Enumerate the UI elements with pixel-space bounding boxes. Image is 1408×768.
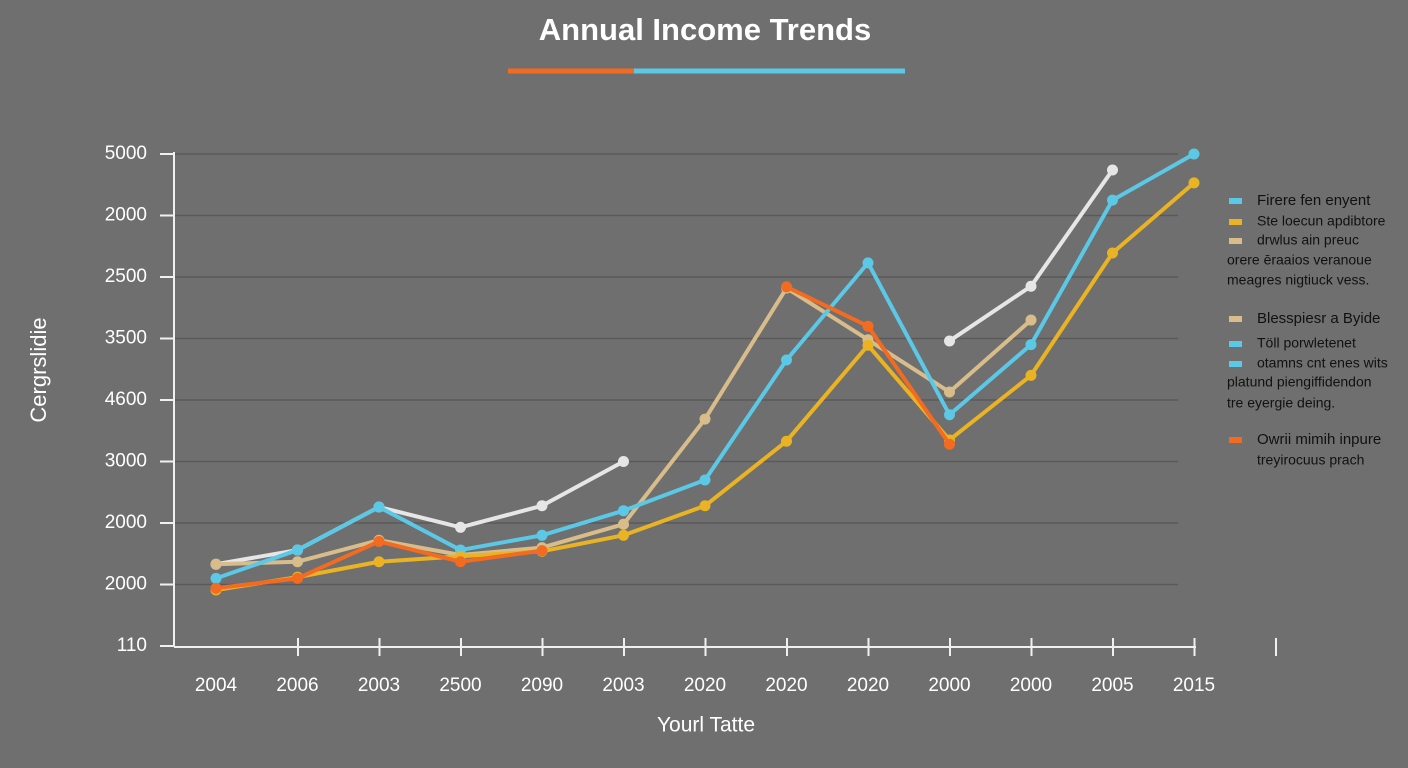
- y-tick-label: 2500: [105, 266, 147, 287]
- data-point: [944, 335, 955, 347]
- data-point: [944, 409, 955, 421]
- data-point: [1107, 247, 1118, 259]
- legend-label: otamns cnt enes wits: [1257, 355, 1388, 371]
- legend-label: meagres nigtiuck vess.: [1227, 272, 1369, 288]
- legend-marker: [1229, 437, 1242, 443]
- data-point: [210, 558, 222, 570]
- legend-label: Blesspiesr a Byide: [1257, 310, 1380, 327]
- chart-title: Annual Income Trends: [539, 12, 871, 47]
- x-tick-label: 2020: [684, 675, 726, 696]
- data-point: [618, 505, 629, 517]
- y-tick-label: 3500: [105, 328, 147, 349]
- data-point: [781, 354, 792, 366]
- data-point: [781, 281, 792, 293]
- legend-marker: [1229, 361, 1242, 367]
- legend-marker: [1229, 316, 1242, 322]
- data-point: [699, 474, 711, 486]
- series-line: [214, 152, 1196, 581]
- data-point: [210, 572, 222, 584]
- x-tick-label: 2500: [439, 675, 481, 696]
- x-tick-label: 2005: [1091, 675, 1133, 696]
- data-point: [781, 435, 792, 447]
- x-tick-label: 2003: [358, 675, 400, 696]
- y-tick-label: 110: [117, 635, 147, 656]
- data-point: [1025, 369, 1037, 381]
- x-tick-label: 2006: [276, 675, 318, 696]
- legend-marker: [1229, 219, 1242, 225]
- data-point: [1025, 314, 1037, 326]
- data-point: [1107, 164, 1118, 176]
- data-point: [373, 535, 385, 547]
- x-axis-label: Yourl Tatte: [657, 714, 755, 737]
- x-tick-label: 2003: [602, 675, 644, 696]
- data-point: [1107, 194, 1118, 206]
- x-tick-label: 2015: [1173, 675, 1215, 696]
- y-tick-label: 5000: [105, 143, 147, 164]
- legend-marker: [1229, 198, 1242, 204]
- x-tick-label: 2020: [847, 675, 889, 696]
- data-point: [455, 556, 466, 568]
- x-tick-label: 2090: [521, 675, 563, 696]
- legend-label: tre eyergie deing.: [1227, 395, 1335, 411]
- legend-label: orere ēraaios veranoue: [1227, 252, 1372, 268]
- data-point: [292, 572, 303, 584]
- y-tick-label: 2000: [105, 574, 147, 595]
- data-point: [1188, 148, 1200, 160]
- y-axis-label: Cergrslidie: [26, 317, 51, 422]
- y-tick-label: 2000: [105, 205, 147, 226]
- data-point: [1025, 280, 1037, 292]
- data-point: [862, 320, 874, 332]
- data-point: [1025, 339, 1037, 351]
- data-point: [455, 521, 466, 533]
- data-point: [618, 518, 629, 530]
- data-point: [862, 339, 874, 351]
- y-tick-label: 3000: [105, 451, 147, 472]
- data-point: [373, 556, 385, 568]
- data-point: [536, 545, 548, 557]
- legend-label: Firere fen enyent: [1257, 192, 1371, 209]
- x-tick-label: 2004: [195, 675, 238, 696]
- y-tick-label: 2000: [105, 512, 147, 533]
- x-tick-label: 2000: [928, 675, 970, 696]
- y-tick-label: 4600: [105, 389, 147, 410]
- data-point: [618, 456, 629, 467]
- grid: [174, 153, 1178, 586]
- data-point: [618, 529, 629, 541]
- legend-label: Owrii mimih inpure: [1257, 431, 1381, 448]
- data-point: [699, 413, 711, 425]
- data-point: [1188, 177, 1200, 189]
- legend-label: Töll porwletenet: [1257, 335, 1356, 351]
- data-point: [292, 556, 303, 568]
- data-point: [862, 257, 874, 269]
- series-line: [214, 180, 1196, 593]
- data-point: [536, 529, 548, 541]
- data-point: [373, 501, 385, 513]
- legend-marker: [1229, 341, 1242, 347]
- data-point: [536, 500, 548, 512]
- x-tick-label: 2020: [765, 675, 807, 696]
- data-point: [944, 386, 955, 398]
- data-point: [210, 582, 222, 594]
- data-point: [292, 544, 303, 556]
- legend-label: platund piengiffidendon: [1227, 374, 1372, 390]
- x-tick-label: 2000: [1010, 675, 1052, 696]
- data-point: [699, 500, 711, 512]
- data-point: [944, 438, 955, 450]
- legend-marker: [1229, 238, 1242, 244]
- legend-label: Ste loecun apdibtore: [1257, 213, 1386, 229]
- legend-label: treyirocuus prach: [1257, 452, 1364, 468]
- legend-label: drwlus ain preuc: [1257, 232, 1359, 248]
